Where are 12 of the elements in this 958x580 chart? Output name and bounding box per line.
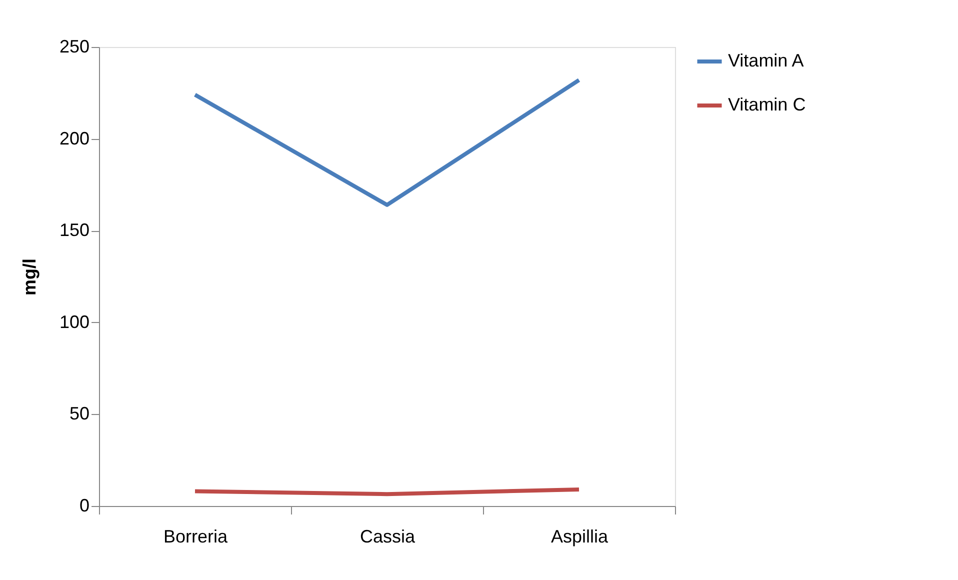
y-axis-title: mg/l — [19, 258, 40, 296]
y-tick-label: 200 — [59, 128, 90, 148]
x-tick-label: Borreria — [163, 526, 228, 546]
legend-label: Vitamin C — [728, 94, 806, 114]
x-tick-label: Cassia — [360, 526, 416, 546]
x-tick-label: Aspillia — [550, 526, 609, 546]
y-tick-label: 100 — [59, 312, 90, 332]
y-tick-label: 50 — [69, 404, 90, 424]
legend-label: Vitamin A — [728, 50, 804, 70]
y-tick-label: 0 — [79, 496, 90, 516]
y-tick-label: 150 — [59, 220, 90, 240]
y-tick-label: 250 — [59, 36, 90, 56]
